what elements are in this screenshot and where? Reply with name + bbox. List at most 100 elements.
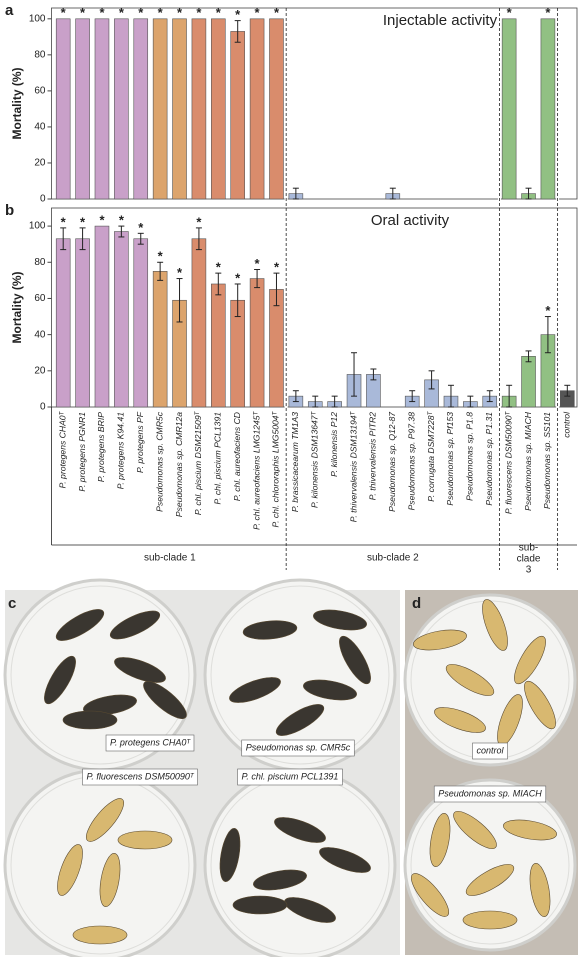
petri-rim <box>10 585 190 765</box>
chart-title: Injectable activity <box>383 12 498 29</box>
larva <box>429 813 451 867</box>
bar <box>75 238 90 408</box>
bar <box>55 238 71 408</box>
error-bar <box>389 187 396 200</box>
x-tick-label: P. chl. aureofaciens CD <box>232 412 242 501</box>
error-bar <box>370 368 377 381</box>
error-bar <box>428 370 435 390</box>
bar <box>152 271 168 408</box>
significance-star: * <box>119 5 125 20</box>
photo-label: P. fluorescens DSM50090ᵀ <box>87 771 195 781</box>
significance-star: * <box>216 260 222 275</box>
group-label: clade <box>517 554 541 565</box>
significance-star: * <box>255 256 261 271</box>
error-bar <box>234 283 241 318</box>
x-tick-label: P. chl. piscium PCL1391 <box>213 412 223 505</box>
bar <box>191 238 207 408</box>
y-tick-label: 80 <box>34 49 46 60</box>
error-bar <box>254 269 261 289</box>
larva <box>274 817 326 843</box>
error-bar <box>157 261 164 281</box>
larva <box>462 910 518 930</box>
larva <box>109 610 161 640</box>
significance-star: * <box>61 214 67 229</box>
larva <box>229 677 281 703</box>
x-tick-label: P. protegens CHA0ᵀ <box>57 410 67 488</box>
larva <box>62 710 118 730</box>
photo-label-box <box>82 768 198 786</box>
significance-star: * <box>138 220 144 235</box>
significance-star: * <box>545 5 551 20</box>
larva <box>319 847 371 873</box>
error-bar <box>273 272 280 307</box>
significance-star: * <box>255 5 261 20</box>
larva <box>503 819 557 841</box>
x-tick-label: P. thivervalensis DSM13194ᵀ <box>348 410 358 522</box>
x-tick-label: P. thivervalensis PITR2 <box>368 412 378 500</box>
x-tick-label: Pseudomonas sp. P1.31 <box>484 412 494 506</box>
x-tick-label: Pseudomonas sp. CMR12a <box>174 412 184 517</box>
error-bar <box>60 227 67 251</box>
x-tick-label: Pseudomonas sp. P1.8 <box>465 412 475 501</box>
error-bar <box>176 278 183 323</box>
photo-label-box <box>472 742 508 760</box>
plot-frame <box>51 7 578 200</box>
bar <box>94 225 110 408</box>
x-tick-label: P. protegens K94.41 <box>116 412 126 489</box>
error-bar <box>467 395 474 408</box>
photo-letter: c <box>8 595 16 612</box>
bar <box>211 283 226 408</box>
bar <box>211 18 226 200</box>
larva <box>303 679 357 701</box>
x-tick-label: P. corrugata DSM7228ᵀ <box>426 410 436 501</box>
bar <box>114 231 129 408</box>
panel-letter: b <box>5 202 14 219</box>
significance-star: * <box>274 260 280 275</box>
photo-label-box <box>105 734 195 752</box>
significance-star: * <box>158 5 164 20</box>
significance-star: * <box>138 5 144 20</box>
x-tick-label: control <box>562 411 572 438</box>
error-bar <box>506 384 513 408</box>
x-tick-label: Pseudomonas sp. CMR5c <box>154 411 164 512</box>
y-tick-label: 20 <box>34 158 46 169</box>
larva <box>445 664 495 696</box>
bar <box>521 356 536 408</box>
larva <box>253 869 307 891</box>
larva <box>339 635 371 685</box>
significance-star: * <box>507 5 513 20</box>
y-tick-label: 20 <box>34 365 46 376</box>
larva <box>72 925 128 945</box>
group-label: sub- <box>519 543 538 554</box>
x-tick-label: Pseudomonas sp. Pf153 <box>445 412 455 506</box>
larva <box>232 895 288 915</box>
error-bar <box>447 384 454 408</box>
error-bar <box>79 227 86 251</box>
group-label: sub-clade 2 <box>367 553 419 564</box>
photo-label: P. chl. piscium PCL1391 <box>242 771 339 781</box>
bar <box>133 18 149 200</box>
x-tick-label: Pseudomonas sp. P97.38 <box>406 412 416 511</box>
larva <box>114 657 166 683</box>
error-bar <box>544 316 551 354</box>
y-axis-label: Mortality (%) <box>10 67 24 139</box>
bar <box>501 18 517 200</box>
significance-star: * <box>545 303 551 318</box>
bar <box>249 18 265 200</box>
larva <box>275 704 325 736</box>
x-tick-label: Pseudomonas sp. SS101 <box>542 412 552 509</box>
larva <box>434 707 486 733</box>
y-tick-label: 60 <box>34 86 46 97</box>
error-bar <box>409 390 416 403</box>
x-tick-label: P. protegens PF <box>135 411 145 473</box>
significance-star: * <box>61 5 67 20</box>
y-tick-label: 100 <box>29 221 46 232</box>
larva <box>83 694 137 716</box>
significance-star: * <box>80 214 86 229</box>
larva <box>86 798 124 842</box>
bar <box>133 238 149 408</box>
photo-label: P. protegens CHA0ᵀ <box>110 737 191 747</box>
larva <box>284 897 336 923</box>
error-bar <box>292 187 299 200</box>
y-tick-label: 80 <box>34 257 46 268</box>
